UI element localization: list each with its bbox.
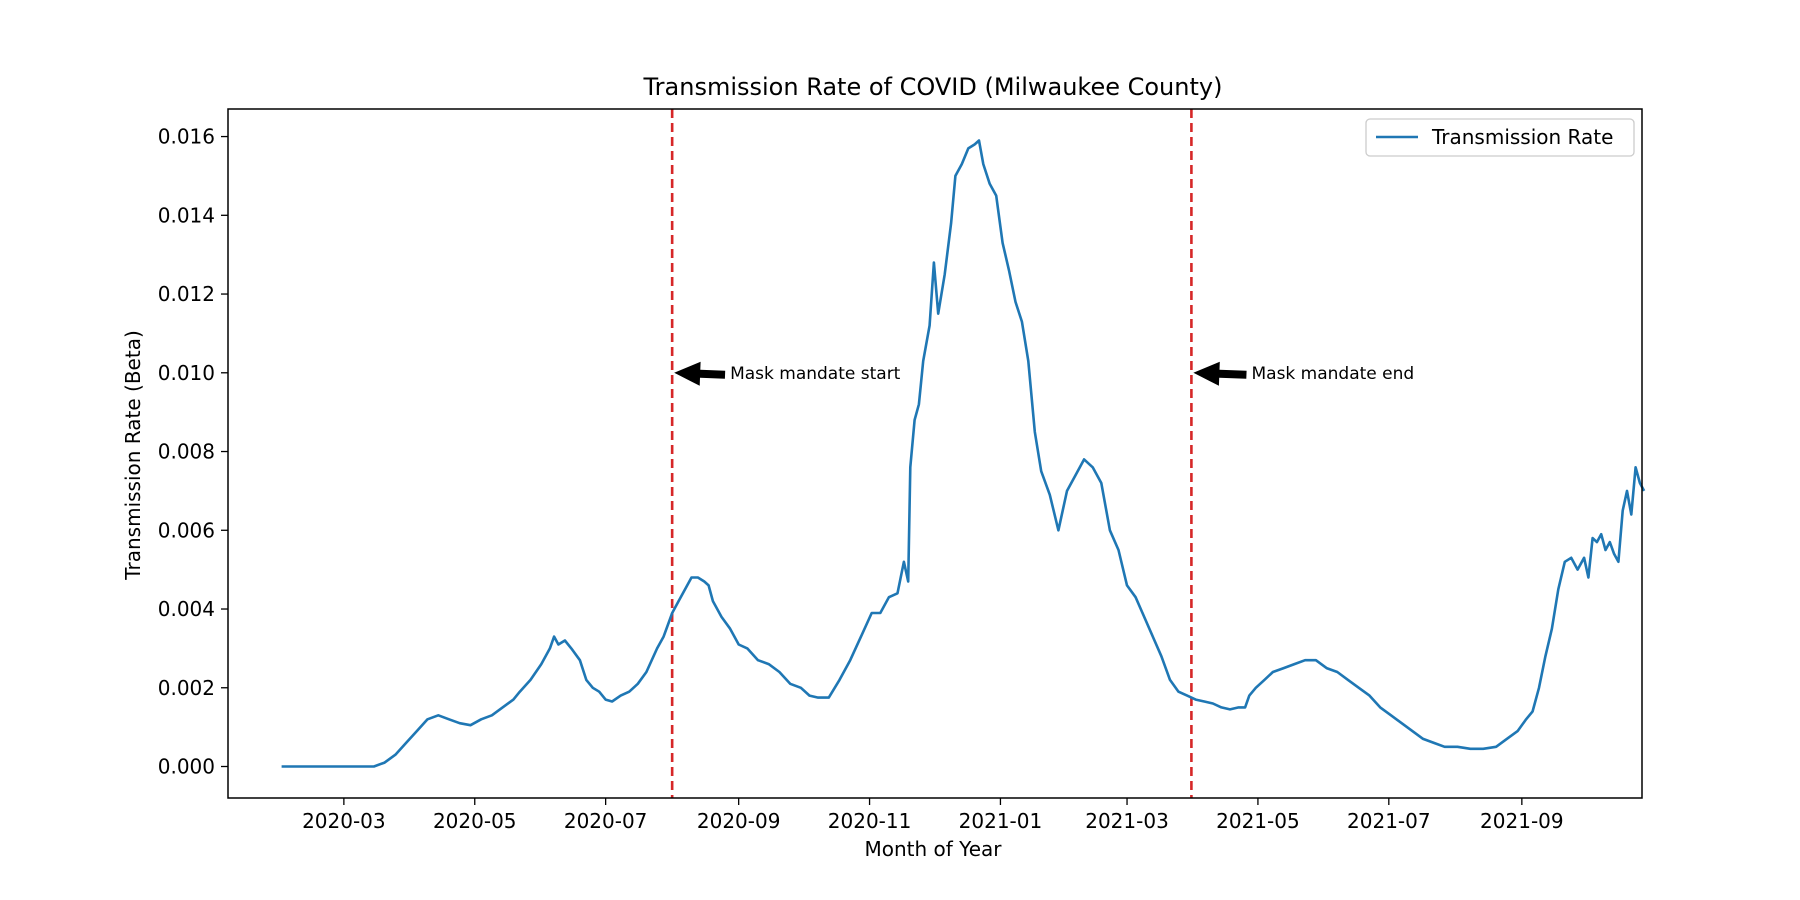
legend: Transmission Rate: [1365, 118, 1635, 157]
y-tick-label: 0.004: [158, 597, 215, 621]
vline-layer: [670, 109, 1193, 798]
axes-frame: [227, 108, 1643, 799]
x-tick-label: 2021-03: [1085, 809, 1169, 833]
annotation-label: Mask mandate start: [730, 364, 901, 384]
annotation-arrow: [1193, 361, 1247, 386]
y-axis-ticks: 0.000 0.002 0.004 0.006 0.008 0.010 0.012 0.014…: [158, 125, 228, 779]
x-tick-label: 2021-05: [1216, 809, 1300, 833]
x-tick-label: 2020-07: [564, 809, 648, 833]
x-axis-ticks: 2020-03 2020-05 2020-07 2020-09 2020-11 2021-…: [302, 798, 1564, 833]
annotations-layer: Mask mandate start Mask mandate end: [674, 361, 1414, 386]
x-tick-label: 2020-09: [697, 809, 781, 833]
x-tick-label: 2020-11: [828, 809, 912, 833]
x-tick-label: 2021-09: [1480, 809, 1564, 833]
y-tick-label: 0.002: [158, 676, 215, 700]
y-tick-label: 0.000: [158, 755, 215, 779]
y-tick-label: 0.006: [158, 518, 215, 542]
y-tick-label: 0.016: [158, 125, 215, 149]
y-tick-label: 0.010: [158, 361, 215, 385]
annotation-label: Mask mandate end: [1251, 364, 1414, 384]
chart-title: Transmission Rate of COVID (Milwaukee Co…: [643, 73, 1223, 101]
series-line-transmission-rate: [281, 139, 1646, 768]
x-tick-label: 2021-07: [1347, 809, 1431, 833]
x-tick-label: 2020-03: [302, 809, 386, 833]
legend-label-transmission-rate: Transmission Rate: [1431, 125, 1613, 149]
y-tick-label: 0.014: [158, 203, 215, 227]
annotation-arrow: [674, 361, 726, 386]
plot-area: Mask mandate start Mask mandate end: [281, 109, 1646, 798]
x-tick-label: 2020-05: [433, 809, 517, 833]
x-tick-label: 2021-01: [959, 809, 1043, 833]
y-tick-label: 0.012: [158, 282, 215, 306]
legend-box: [1365, 118, 1635, 157]
y-axis-label: Transmission Rate (Beta): [121, 330, 145, 581]
x-axis-label: Month of Year: [864, 837, 1002, 861]
y-tick-label: 0.008: [158, 440, 215, 464]
